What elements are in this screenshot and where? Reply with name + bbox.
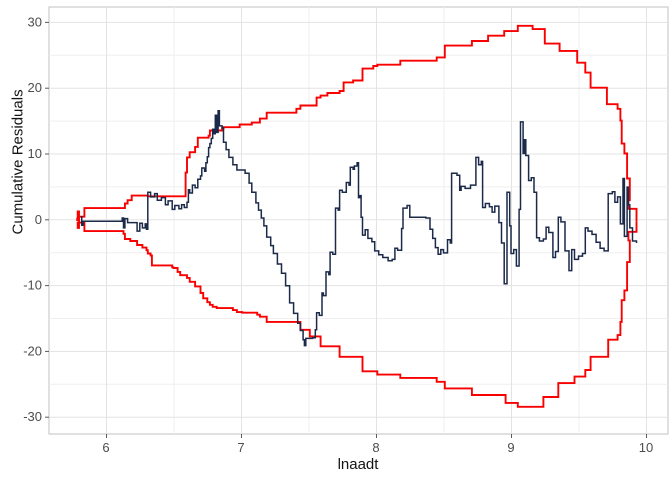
x-tick-label: 9: [507, 440, 514, 455]
y-tick-label: 20: [28, 80, 42, 95]
plot-panel: [48, 6, 669, 435]
x-tick-label: 8: [372, 440, 379, 455]
y-tick-label: 10: [28, 146, 42, 161]
confidence-envelope-upper-line: [76, 24, 638, 222]
x-tick-label: 10: [639, 440, 653, 455]
y-tick-label: -30: [23, 409, 42, 424]
x-tick-label: 7: [237, 440, 244, 455]
x-axis-title: lnaadt: [0, 457, 672, 472]
x-axis-title-text: lnaadt: [337, 456, 379, 473]
x-tick-label: 6: [102, 440, 109, 455]
y-tick-label: -10: [23, 278, 42, 293]
y-tick-label: -20: [23, 343, 42, 358]
y-tick-label: 0: [35, 212, 42, 227]
confidence-envelope-lower-line: [76, 219, 638, 408]
cumulative-residual-process-line: [80, 109, 638, 347]
y-axis-title-text: Cumulative Residuals: [9, 89, 27, 235]
y-axis-title: Cumulative Residuals: [10, 89, 28, 234]
y-tick-label: 30: [28, 14, 42, 29]
